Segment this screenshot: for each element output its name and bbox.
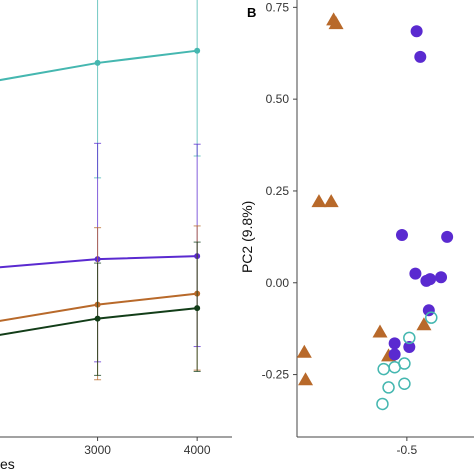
y-tick-label: 0.50	[266, 92, 290, 106]
data-point	[194, 305, 201, 312]
open-circle-point	[376, 397, 389, 411]
y-tick-label: 0.00	[266, 276, 290, 290]
filled-circle-point	[424, 273, 437, 286]
panel-b-scatter-plot: B 0.75 0.50 0.25 0.00 -0.25 -0.5 PC2 (9.8%)	[239, 0, 474, 457]
scatter-series-1	[388, 25, 454, 361]
open-circle-point	[398, 357, 411, 370]
open-circle-point	[377, 362, 390, 376]
filled-circle-point	[388, 348, 401, 361]
x-axis-title: es	[0, 456, 15, 472]
triangle-point	[372, 324, 388, 338]
open-circle-point	[425, 311, 438, 324]
series-3	[0, 241, 201, 376]
data-point	[94, 315, 101, 322]
scatter-series-0	[296, 12, 432, 386]
series-0	[0, 0, 201, 179]
x-tick-label: 3000	[84, 443, 111, 457]
x-tick-label: 4000	[184, 443, 211, 457]
y-tick-label: -0.25	[262, 368, 290, 382]
filled-circle-point	[388, 337, 401, 350]
panel-label: B	[247, 5, 256, 20]
triangle-point	[311, 194, 327, 208]
filled-circle-point	[409, 267, 422, 280]
filled-circle-point	[403, 341, 416, 354]
filled-circle-point	[441, 230, 454, 243]
triangle-point	[416, 317, 432, 331]
filled-circle-point	[422, 304, 435, 317]
triangle-point	[323, 194, 339, 208]
y-tick-label: 0.25	[266, 184, 290, 198]
x-tick-label: -0.5	[397, 443, 418, 457]
data-point	[94, 59, 101, 66]
y-axis-title: PC2 (9.8%)	[239, 201, 255, 273]
triangle-point	[298, 372, 314, 386]
panel-a-line-chart: 3000 4000 es	[0, 0, 232, 472]
filled-circle-point	[414, 50, 427, 63]
filled-circle-point	[395, 229, 408, 242]
triangle-point	[328, 16, 344, 30]
series-2	[0, 225, 201, 381]
data-point	[194, 47, 201, 54]
open-circle-point	[403, 331, 416, 345]
open-circle-point	[398, 377, 411, 391]
scatter-series-2	[376, 311, 438, 411]
triangle-point	[296, 344, 312, 358]
filled-circle-point	[410, 25, 423, 38]
open-circle-point	[382, 381, 395, 394]
y-tick-label: 0.75	[266, 0, 290, 14]
series-line	[0, 307, 198, 336]
filled-circle-point	[435, 271, 448, 284]
